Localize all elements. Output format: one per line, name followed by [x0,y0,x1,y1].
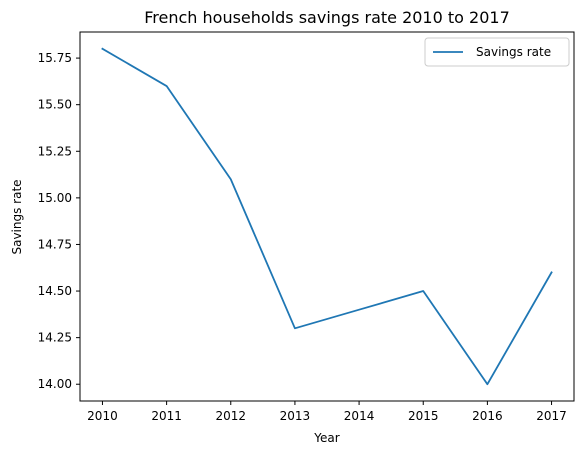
x-tick-label: 2013 [280,409,311,423]
x-tick-label: 2010 [87,409,118,423]
y-tick-label: 15.25 [38,144,72,158]
x-tick-label: 2017 [536,409,567,423]
series-line-0 [101,47,553,386]
y-tick-label: 14.25 [38,331,72,345]
chart-legend: Savings rate [424,37,570,67]
legend-frame [424,37,570,67]
y-tick-label: 14.50 [38,284,72,298]
x-tick-label: 2014 [344,409,375,423]
plot-area: 2010 2011 2012 2013 2014 2015 2016 2017 14.00 14.… [38,31,575,423]
x-tick-label: 2011 [151,409,182,423]
y-axis-label: Savings rate [10,179,24,254]
x-tick-label: 2012 [215,409,246,423]
legend-label-savings-rate: Savings rate [476,45,551,59]
chart-title: French households savings rate 2010 to 2… [144,8,510,27]
x-tick-label: 2016 [472,409,503,423]
x-tick-label: 2015 [408,409,439,423]
axes-frame [79,31,575,402]
y-tick-label: 14.75 [38,237,72,251]
y-tick-label: 15.00 [38,191,72,205]
y-tick-label: 15.75 [38,51,72,65]
x-axis-label: Year [313,431,339,445]
y-tick-label: 15.50 [38,98,72,112]
y-tick-label: 14.00 [38,377,72,391]
